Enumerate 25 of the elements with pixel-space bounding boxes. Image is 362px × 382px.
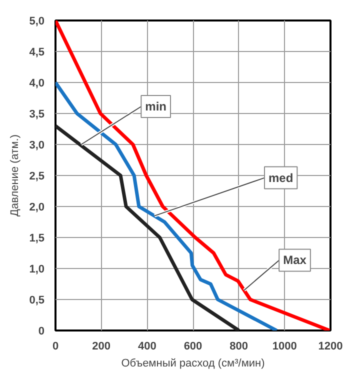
- y-tick-label: 1,0: [29, 264, 45, 276]
- line-series: [56, 124, 241, 330]
- y-tick-label: 5,0: [29, 16, 45, 28]
- annotation: med: [268, 170, 294, 185]
- x-tick-label: 200: [92, 340, 111, 352]
- line-series: [56, 20, 330, 330]
- y-tick-label: 3,5: [29, 108, 45, 120]
- y-tick-label: 1,5: [29, 232, 45, 244]
- x-tick-label: 800: [230, 340, 248, 352]
- y-tick-label: 4,0: [29, 78, 45, 90]
- y-tick-label: 2,0: [29, 202, 45, 214]
- x-tick-label: 0: [52, 340, 59, 352]
- y-tick-label: 4,5: [29, 46, 45, 58]
- y-axis-title: Давление (атм.): [9, 134, 22, 216]
- x-tick-label: 1200: [318, 340, 343, 352]
- x-tick-label: 600: [184, 340, 202, 352]
- x-tick-label: 400: [138, 340, 156, 352]
- x-axis-title: Объемный расход (см³/мин): [121, 358, 265, 370]
- annotation: min: [145, 100, 167, 114]
- y-tick-label: 3,0: [29, 140, 45, 152]
- annotation: Max: [283, 253, 307, 268]
- y-tick-label: 2,5: [29, 170, 45, 182]
- y-tick-label: 0,5: [29, 294, 45, 306]
- y-tick-label: 0: [38, 326, 45, 338]
- x-tick-label: 1000: [272, 340, 297, 352]
